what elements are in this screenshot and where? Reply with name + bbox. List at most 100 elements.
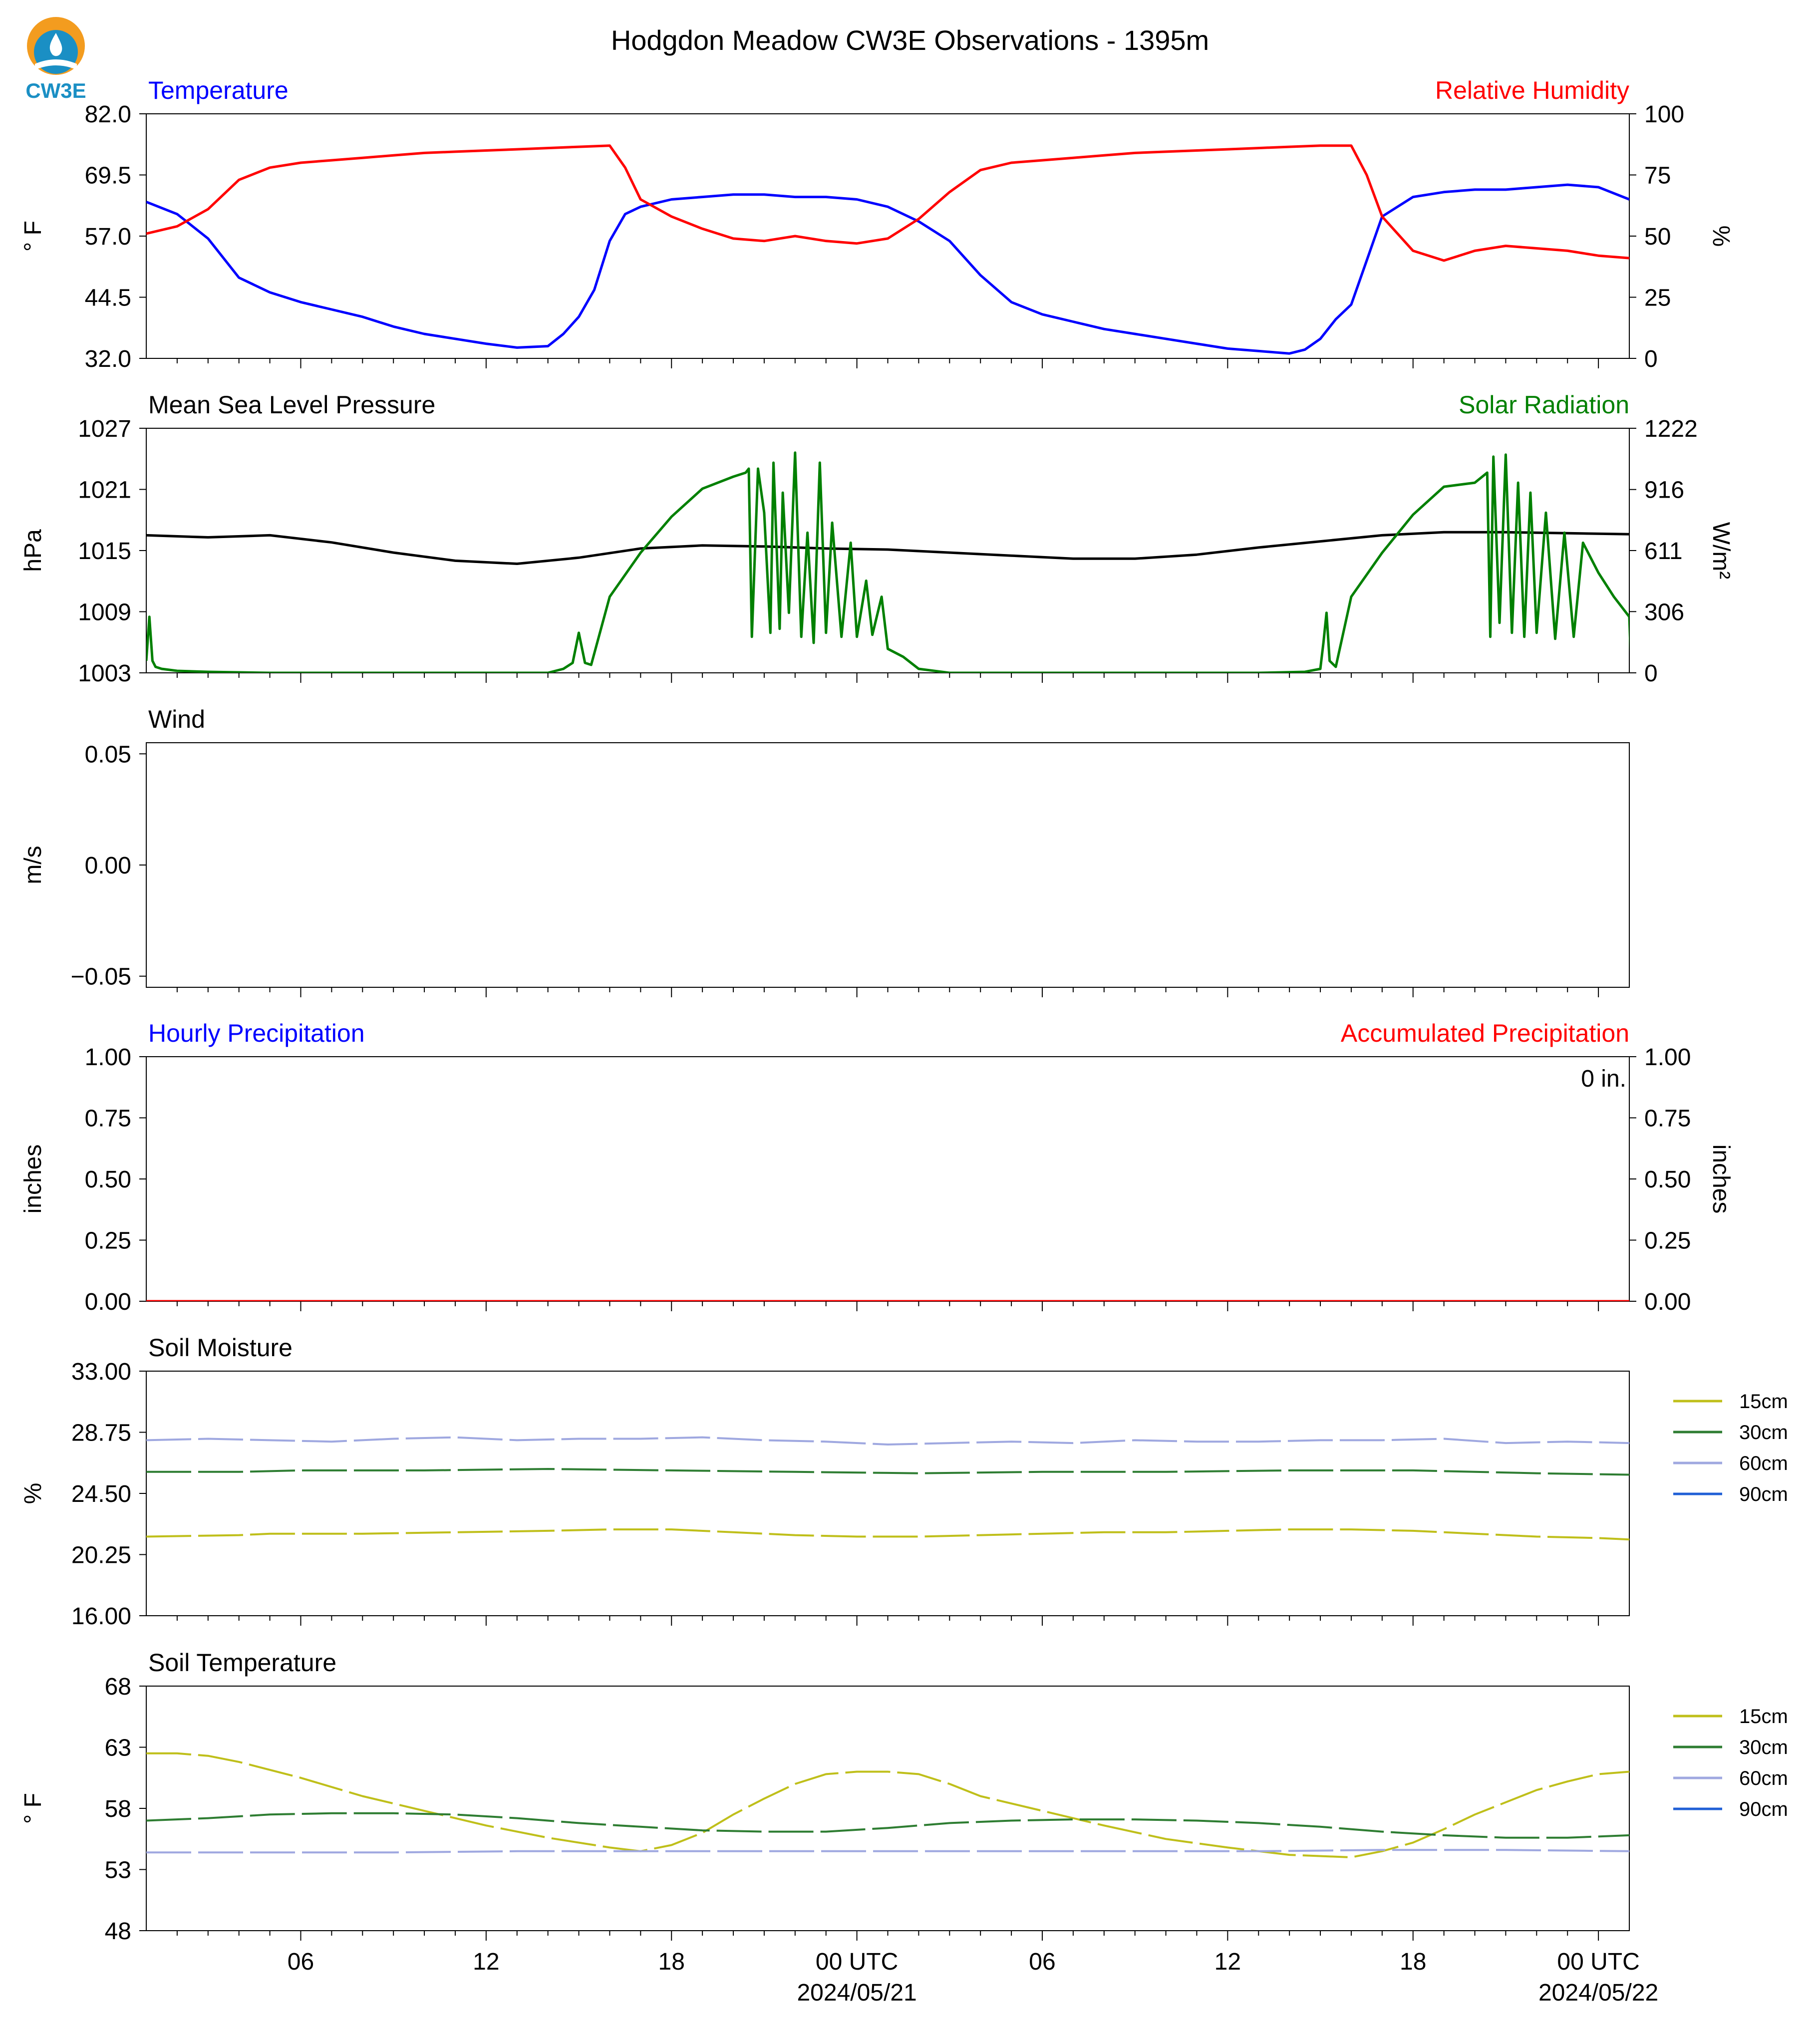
y-tick-label: 1.00 [85,1044,131,1071]
panel-pressure_solar: 1003 1009 1015 1021 1027 0 306 611 916 1222 Mean S… [20,391,1734,687]
y-tick-label: 28.75 [71,1420,131,1447]
panel-frame [146,1371,1630,1616]
y-tick-label: 0.05 [85,741,131,768]
x-tick-label: 06 [1029,1949,1055,1975]
legend-label: 15cm [1739,1391,1788,1413]
y-tick-label-right: 916 [1644,477,1684,504]
x-tick-label: 18 [1400,1949,1426,1975]
panel-frame [146,742,1630,988]
x-tick-label: 00 UTC [816,1949,898,1975]
panel-soil_moisture: 16.00 20.25 24.50 28.75 33.00 Soil Moisture% 1… [20,1334,1788,1630]
y-tick-label: 24.50 [71,1481,131,1507]
x-tick-label: 06 [288,1949,314,1975]
series-line-temperature [146,183,1629,355]
y-tick-label: 0.25 [85,1228,131,1254]
y-tick-label-right: 611 [1644,538,1683,565]
series-line-60cm [146,1436,1629,1446]
y-tick-label: 69.5 [85,163,131,189]
series-line-mean-sea-level-pressure [146,531,1629,565]
y-tick-label: 0.00 [85,1289,131,1315]
y-tick-label: 57.0 [85,224,131,250]
panel-title-left: Temperature [148,76,289,104]
y-tick-label-right: 25 [1644,285,1671,311]
y-tick-label-right: 100 [1644,101,1684,128]
y-tick-label-right: 0.75 [1644,1106,1691,1132]
y-tick-label-right: 75 [1644,163,1671,189]
legend-label: 30cm [1739,1422,1788,1444]
x-tick-label: 12 [1214,1949,1241,1975]
x-tick-label: 00 UTC [1557,1949,1639,1975]
series-line-60cm [146,1849,1629,1854]
y-axis-label-left: ° F [20,1793,46,1824]
y-tick-label-right: 0 [1644,346,1658,372]
y-axis-label-left: m/s [20,846,46,884]
y-axis-label-left: inches [20,1145,46,1214]
y-tick-label: 58 [105,1796,131,1822]
series-line-relative-humidity [146,144,1629,262]
y-tick-label-right: 0.00 [1644,1289,1691,1315]
panel-frame [146,1056,1630,1302]
panel-precip: 0.00 0.25 0.50 0.75 1.00 0.00 0.25 0.50 0.75 1.00… [20,1019,1734,1315]
series-line-solar-radiation [146,451,1629,673]
legend-label: 90cm [1739,1483,1788,1505]
accumulated-precip-value: 0 in. [1581,1066,1626,1092]
series-line-15cm [146,1752,1629,1858]
figure-title: Hodgdon Meadow CW3E Observations - 1395m [611,24,1209,56]
panel-title-left: Hourly Precipitation [148,1019,365,1047]
y-tick-label: 1021 [78,477,131,504]
y-tick-label: 44.5 [85,285,131,311]
panel-frame [146,1686,1630,1931]
x-tick-label: 12 [473,1949,499,1975]
y-tick-label-right: 0.50 [1644,1166,1691,1193]
legend-label: 90cm [1739,1798,1788,1820]
y-tick-label-right: 0.25 [1644,1228,1691,1254]
series-line-15cm [146,1528,1629,1541]
panel-title-right: Solar Radiation [1459,391,1629,419]
series-line-30cm [146,1468,1629,1476]
logo-text: CW3E [25,79,86,102]
panel-frame [146,113,1630,359]
panel-wind: −0.05 0.00 0.05 Wind m/s [20,705,1630,997]
y-tick-label: 20.25 [71,1542,131,1569]
panel-title-left: Soil Moisture [148,1334,293,1362]
y-axis-label-left: hPa [20,529,46,572]
y-axis-label-right: % [1708,226,1734,247]
series-line-30cm [146,1812,1629,1839]
y-tick-label-right: 306 [1644,599,1684,625]
panel-temp_rh: 32.0 44.5 57.0 69.5 82.0 0 25 50 75 100 Temperatur… [20,76,1734,372]
y-tick-label: 33.00 [71,1359,131,1385]
y-tick-label-right: 50 [1644,224,1671,250]
panel-soil_temperature: 48 53 58 63 68 Soil Temperature ° F 15cm 30cm 60c… [20,1649,1788,2006]
y-tick-label: 0.00 [85,853,131,879]
y-tick-label: −0.05 [71,964,131,990]
y-tick-label: 1027 [78,416,131,442]
y-tick-label: 63 [105,1735,131,1761]
y-tick-label: 1015 [78,538,131,565]
y-tick-label: 16.00 [71,1603,131,1630]
x-date-label: 2024/05/22 [1538,1980,1658,2006]
y-axis-label-right: W/m² [1708,522,1734,579]
y-tick-label: 1003 [78,660,131,687]
x-tick-label: 18 [658,1949,685,1975]
panels-container: 32.0 44.5 57.0 69.5 82.0 0 25 50 75 100 Temperatur… [20,76,1788,2006]
panel-title-right: Relative Humidity [1435,76,1629,104]
legend-label: 60cm [1739,1452,1788,1474]
y-tick-label: 48 [105,1918,131,1945]
y-tick-label: 0.75 [85,1106,131,1132]
panel-title-left: Mean Sea Level Pressure [148,391,435,419]
legend-label: 15cm [1739,1706,1788,1728]
panel-title-left: Soil Temperature [148,1649,336,1677]
y-axis-label-right: inches [1708,1145,1734,1214]
y-tick-label: 82.0 [85,101,131,128]
panel-title-right: Accumulated Precipitation [1341,1019,1629,1047]
y-axis-label-left: ° F [20,221,46,252]
y-tick-label: 1009 [78,599,131,626]
panel-title-left: Wind [148,705,205,733]
legend-label: 60cm [1739,1767,1788,1789]
y-tick-label: 53 [105,1857,131,1884]
y-tick-label: 68 [105,1674,131,1700]
x-date-label: 2024/05/21 [797,1980,916,2006]
y-tick-label: 0.50 [85,1166,131,1193]
y-axis-label-left: % [20,1483,46,1504]
